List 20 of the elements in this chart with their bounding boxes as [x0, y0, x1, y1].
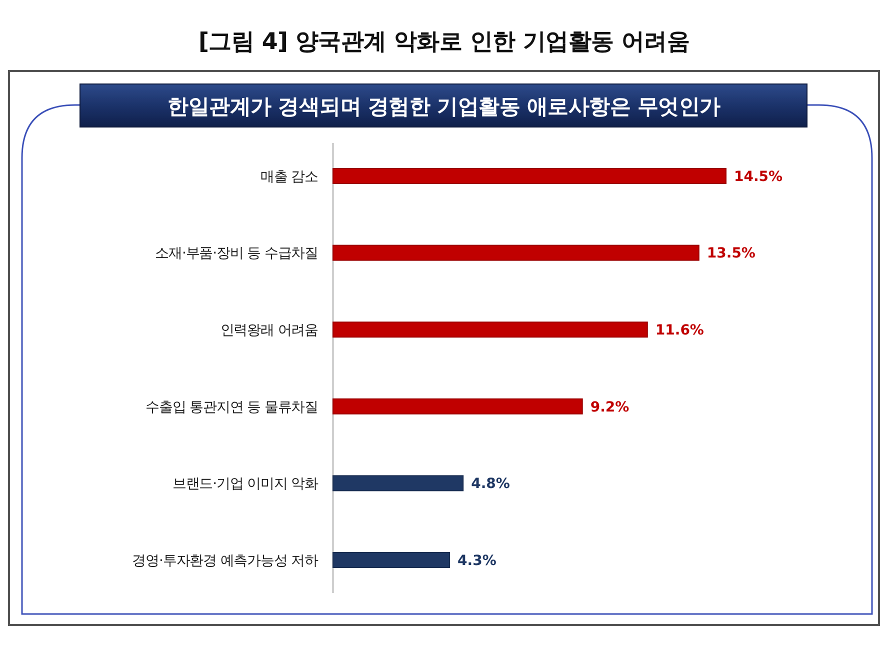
y-tick-label: 경영·투자환경 예측가능성 저하 [132, 552, 319, 569]
data-label: 11.6% [655, 322, 704, 338]
bar [332, 552, 450, 568]
chart-title: [그림 4] 양국관계 악화로 인한 기업활동 어려움 [198, 29, 690, 55]
data-label: 14.5% [734, 168, 783, 185]
data-label: 9.2% [590, 399, 630, 416]
bar [332, 475, 464, 492]
bar [332, 244, 700, 261]
bar [332, 322, 648, 338]
chart-subtitle: 한일관계가 경색되며 경험한 기업활동 애로사항은 무엇인가 [168, 94, 721, 118]
data-label: 4.8% [471, 476, 510, 492]
y-tick-label: 인력왕래 어려움 [220, 322, 318, 338]
data-label: 4.3% [458, 552, 496, 569]
bar [332, 168, 726, 184]
y-tick-label: 브랜드·기업 이미지 악화 [172, 476, 319, 492]
y-tick-label: 소재·부품·장비 등 수급차질 [155, 246, 318, 262]
data-label: 13.5% [706, 246, 756, 262]
y-tick-label: 수출입 통관지연 등 물류차질 [146, 399, 318, 416]
y-tick-label: 매출 감소 [260, 168, 318, 185]
bar [332, 398, 583, 414]
